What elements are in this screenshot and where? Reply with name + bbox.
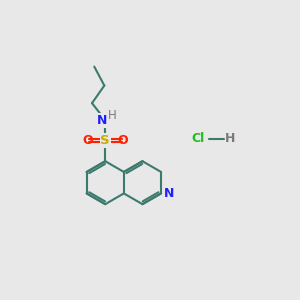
- Text: O: O: [82, 134, 93, 147]
- Text: H: H: [108, 109, 117, 122]
- Text: N: N: [164, 187, 175, 200]
- Text: Cl: Cl: [191, 132, 204, 145]
- Text: O: O: [117, 134, 128, 147]
- Text: S: S: [100, 134, 110, 147]
- Text: H: H: [225, 132, 235, 145]
- Text: N: N: [97, 114, 107, 127]
